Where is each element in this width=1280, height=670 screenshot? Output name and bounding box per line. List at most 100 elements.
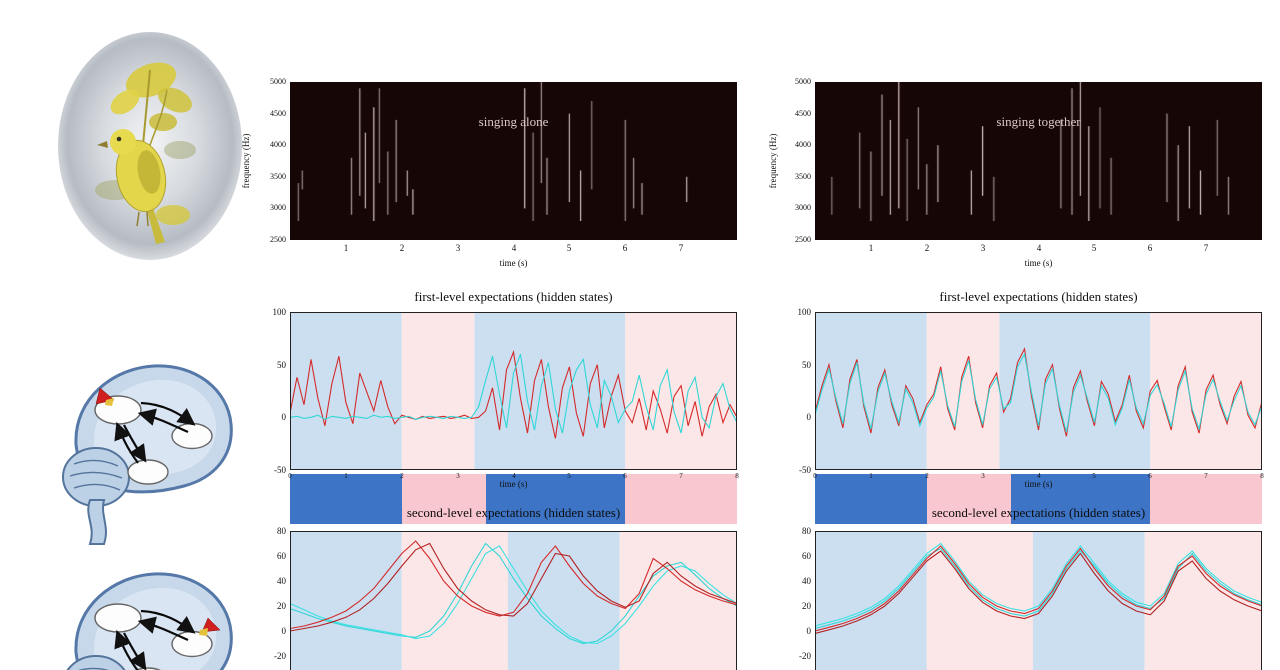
tick-label: 4000 xyxy=(795,140,811,149)
series-cyan-2 xyxy=(290,545,737,645)
yellow-marker xyxy=(199,628,208,636)
epoch-band-bar-right xyxy=(815,474,1262,524)
band-segment xyxy=(926,474,1011,524)
tick-label: 3000 xyxy=(270,203,286,212)
tick-label: 3 xyxy=(981,472,985,480)
first-level-title-left: first-level expectations (hidden states) xyxy=(414,289,613,304)
second-level-together-svg xyxy=(815,531,1262,670)
tick-label: 4 xyxy=(512,472,516,480)
brain-diagram-first-level xyxy=(62,364,233,545)
band-segment xyxy=(625,474,737,524)
band-segment xyxy=(401,474,486,524)
tick-label: 0 xyxy=(806,412,812,422)
tick-label: 2500 xyxy=(270,235,286,244)
tick-label: 8 xyxy=(1260,472,1264,480)
tick-label: 4000 xyxy=(270,140,286,149)
tick-label: 4500 xyxy=(270,109,286,118)
band-segment xyxy=(485,474,626,524)
tick-label: 20 xyxy=(802,601,811,611)
bird-beak xyxy=(97,141,108,148)
tick-label: 6 xyxy=(623,472,627,480)
tick-label: 3 xyxy=(980,243,986,253)
series-cyan-1 xyxy=(815,352,1262,433)
tick-label: 100 xyxy=(797,307,812,317)
tick-label: -20 xyxy=(274,651,286,661)
yellow-marker xyxy=(105,398,114,406)
tick-label: -50 xyxy=(799,465,811,475)
tick-label: 2 xyxy=(399,243,405,253)
tick-label: 4 xyxy=(1036,243,1042,253)
spectrogram-singing-alone: singing alone 5000 4500 4000 3500 3000 2500 1 2… xyxy=(270,77,737,253)
connection-arrows xyxy=(114,401,196,464)
tick-label: 2 xyxy=(924,243,930,253)
first-level-xlabel-right: time (s) xyxy=(1024,479,1053,489)
tick-label: 5 xyxy=(1092,472,1096,480)
band-segment xyxy=(290,474,402,524)
tick-label: 6 xyxy=(1147,243,1153,253)
series-cyan-1 xyxy=(815,547,1262,630)
tick-label: 40 xyxy=(277,576,286,586)
brainstem xyxy=(87,499,107,545)
series-red-1 xyxy=(815,545,1262,632)
series-cyan-1 xyxy=(290,353,737,434)
tick-label: -20 xyxy=(799,651,811,661)
tick-label: 3 xyxy=(456,472,460,480)
band-segment xyxy=(1010,474,1151,524)
tick-label: 1 xyxy=(343,243,349,253)
tick-label: 5000 xyxy=(795,77,811,86)
brain-diagram-second-level xyxy=(66,572,233,670)
spectrogram-caption-alone: singing alone xyxy=(478,113,549,129)
tick-label: 20 xyxy=(277,601,286,611)
node-area-a xyxy=(94,603,142,633)
tick-label: 1 xyxy=(869,472,873,480)
spectrogram-xlabel-right: time (s) xyxy=(1024,258,1053,268)
tick-label: 4 xyxy=(511,243,517,253)
second-level-plot-alone: 80 60 40 20 0 -20 xyxy=(274,526,737,670)
spectrogram-alone-svg xyxy=(296,82,689,221)
tick-label: 60 xyxy=(277,551,286,561)
tick-label: 2 xyxy=(400,472,404,480)
first-level-plot-alone: 100 50 0 -50 0 1 2 3 4 5 6 7 8 xyxy=(273,307,739,480)
second-level-title-left: second-level expectations (hidden states… xyxy=(406,505,621,520)
first-level-title-right: first-level expectations (hidden states) xyxy=(939,289,1138,304)
bird-eye xyxy=(116,136,122,142)
first-level-together-svg xyxy=(815,312,1262,470)
series-cyan-2 xyxy=(815,542,1262,627)
spectrogram-xlabel-left: time (s) xyxy=(499,258,528,268)
tick-label: 4500 xyxy=(795,109,811,118)
tick-label: 6 xyxy=(1148,472,1152,480)
tick-label: 0 xyxy=(288,472,292,480)
first-level-xlabel-left: time (s) xyxy=(499,479,528,489)
spectrogram-together-svg xyxy=(830,82,1230,221)
spectrogram-caption-together: singing together xyxy=(996,113,1081,129)
bird-illustration xyxy=(97,129,167,244)
tick-label: 100 xyxy=(272,307,287,317)
tick-label: 40 xyxy=(802,576,811,586)
tick-label: 5 xyxy=(567,472,571,480)
series-cyan-1 xyxy=(290,542,737,645)
epoch-band-bar-left xyxy=(290,474,737,524)
cerebellum xyxy=(66,655,126,670)
tick-label: 6 xyxy=(622,243,628,253)
second-level-title-right: second-level expectations (hidden states… xyxy=(931,505,1146,520)
second-level-alone-svg xyxy=(290,531,737,670)
tick-label: 3500 xyxy=(795,172,811,181)
connection-arrows xyxy=(114,609,196,670)
spectrogram-ylabel-left: frequency (Hz) xyxy=(241,133,251,189)
tick-label: 5 xyxy=(566,243,572,253)
tick-label: 60 xyxy=(802,551,811,561)
tick-label: 4 xyxy=(1037,472,1041,480)
spectrogram-singing-together: singing together 5000 4500 4000 3500 3000 250… xyxy=(795,77,1262,253)
tick-label: 3 xyxy=(455,243,461,253)
first-level-alone-svg xyxy=(290,312,737,470)
tick-label: 80 xyxy=(277,526,286,536)
tick-label: 8 xyxy=(735,472,739,480)
tick-label: 3500 xyxy=(270,172,286,181)
tick-label: 0 xyxy=(281,412,287,422)
tick-label: 0 xyxy=(281,626,287,636)
series-red-1 xyxy=(290,540,737,630)
tick-label: 0 xyxy=(813,472,817,480)
series-red-2 xyxy=(290,542,737,632)
tick-label: 7 xyxy=(678,243,684,253)
